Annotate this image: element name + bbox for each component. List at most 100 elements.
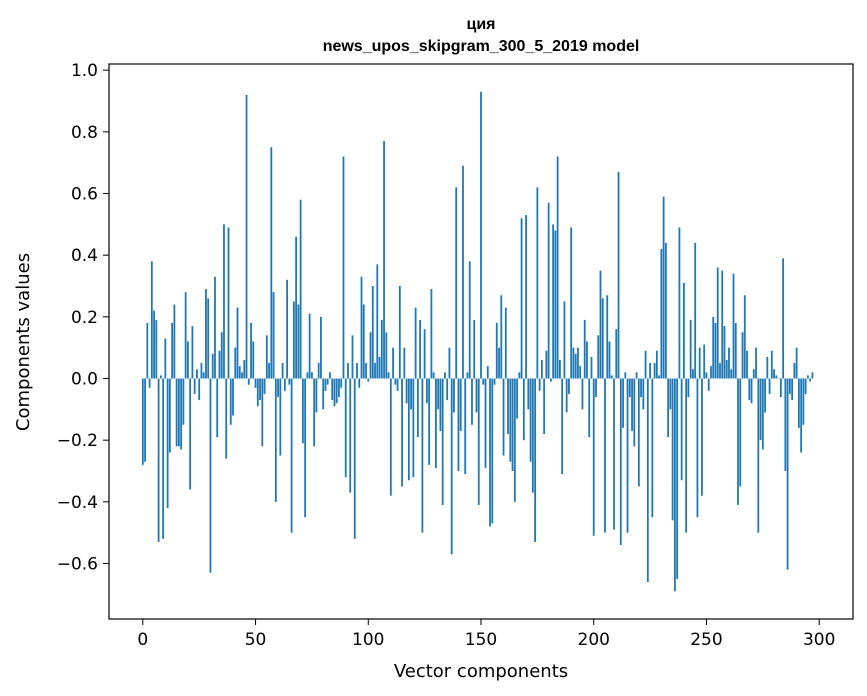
bar-52 bbox=[259, 378, 261, 401]
bar-160 bbox=[502, 378, 505, 456]
bar-283 bbox=[779, 378, 782, 397]
bar-10 bbox=[164, 338, 167, 379]
bar-130 bbox=[435, 378, 437, 468]
bar-259 bbox=[725, 360, 728, 379]
y-tick-label: 1.0 bbox=[71, 61, 98, 81]
bar-152 bbox=[484, 378, 487, 468]
bar-109 bbox=[387, 372, 390, 379]
bar-222 bbox=[642, 378, 645, 410]
bar-242 bbox=[687, 378, 690, 397]
bar-121 bbox=[414, 307, 417, 379]
x-tick-label: 0 bbox=[137, 630, 148, 650]
bar-172 bbox=[529, 378, 532, 462]
bar-173 bbox=[531, 378, 534, 493]
bar-217 bbox=[631, 378, 633, 431]
x-tick-label: 100 bbox=[352, 630, 384, 650]
bar-157 bbox=[495, 323, 498, 379]
bar-294 bbox=[804, 378, 807, 394]
bar-17 bbox=[180, 378, 183, 450]
bar-77 bbox=[315, 378, 318, 413]
bar-218 bbox=[633, 378, 636, 447]
bar-31 bbox=[211, 353, 214, 379]
bar-57 bbox=[270, 147, 273, 379]
bar-114 bbox=[398, 286, 401, 379]
bar-75 bbox=[311, 372, 313, 379]
bar-138 bbox=[453, 378, 455, 413]
bar-98 bbox=[362, 304, 365, 379]
bar-228 bbox=[655, 350, 658, 379]
bar-5 bbox=[153, 310, 155, 379]
bar-274 bbox=[759, 378, 762, 441]
bar-249 bbox=[703, 344, 706, 379]
bar-189 bbox=[568, 378, 570, 394]
bar-254 bbox=[714, 323, 717, 379]
bar-62 bbox=[281, 363, 284, 379]
bar-8 bbox=[159, 375, 162, 379]
bar-182 bbox=[552, 224, 555, 379]
bar-176 bbox=[538, 378, 541, 391]
bar-110 bbox=[389, 378, 392, 496]
y-tick-label: 0.6 bbox=[71, 185, 98, 205]
bar-275 bbox=[761, 378, 764, 450]
bar-267 bbox=[743, 295, 746, 379]
bar-195 bbox=[581, 378, 584, 410]
bar-96 bbox=[358, 378, 361, 388]
bar-250 bbox=[705, 372, 708, 379]
bar-99 bbox=[365, 363, 367, 379]
bar-188 bbox=[565, 378, 568, 413]
bar-178 bbox=[543, 378, 546, 434]
bar-1 bbox=[144, 378, 146, 462]
bar-7 bbox=[157, 378, 160, 542]
bar-139 bbox=[455, 187, 458, 379]
bar-208 bbox=[610, 375, 613, 379]
bar-48 bbox=[250, 323, 252, 379]
bar-162 bbox=[507, 378, 509, 434]
bar-234 bbox=[669, 378, 672, 410]
bar-227 bbox=[653, 363, 656, 379]
bar-70 bbox=[299, 199, 302, 379]
bar-226 bbox=[651, 378, 654, 518]
bar-59 bbox=[274, 378, 277, 502]
bar-169 bbox=[522, 378, 525, 441]
bar-268 bbox=[746, 350, 748, 379]
bar-43 bbox=[238, 366, 241, 379]
bar-150 bbox=[480, 91, 482, 379]
bar-154 bbox=[489, 378, 491, 527]
bar-58 bbox=[272, 292, 275, 379]
bar-123 bbox=[419, 319, 422, 379]
bar-125 bbox=[423, 329, 426, 379]
bar-4 bbox=[150, 261, 153, 379]
x-tick-label: 300 bbox=[803, 630, 835, 650]
bar-164 bbox=[511, 378, 514, 471]
bar-175 bbox=[536, 187, 539, 379]
bar-113 bbox=[396, 378, 399, 391]
y-tick-label: −0.2 bbox=[57, 431, 98, 451]
bar-258 bbox=[723, 326, 726, 379]
bar-54 bbox=[263, 378, 266, 394]
bar-15 bbox=[175, 378, 178, 447]
bar-186 bbox=[561, 378, 564, 475]
x-tick-label: 250 bbox=[690, 630, 722, 650]
bar-221 bbox=[640, 378, 642, 397]
bar-199 bbox=[590, 356, 593, 379]
bar-245 bbox=[694, 242, 697, 379]
bar-151 bbox=[482, 378, 485, 385]
bar-276 bbox=[764, 378, 766, 413]
bar-219 bbox=[635, 372, 638, 379]
bar-26 bbox=[200, 363, 203, 379]
bar-177 bbox=[540, 360, 543, 379]
y-tick-label: 0.8 bbox=[71, 123, 98, 143]
bar-92 bbox=[349, 378, 352, 493]
chart-title: ция bbox=[466, 16, 495, 33]
bar-204 bbox=[601, 298, 604, 379]
bar-163 bbox=[509, 378, 512, 462]
bar-201 bbox=[595, 378, 597, 397]
bar-129 bbox=[432, 372, 435, 379]
bar-39 bbox=[229, 378, 232, 425]
bar-132 bbox=[439, 378, 442, 431]
y-axis-ticks: −0.6 −0.4 −0.2 0.0 0.2 0.4 0.6 0.8 1.0 bbox=[57, 61, 109, 575]
bar-6 bbox=[155, 319, 158, 379]
bar-281 bbox=[775, 375, 778, 379]
bar-193 bbox=[577, 347, 579, 379]
